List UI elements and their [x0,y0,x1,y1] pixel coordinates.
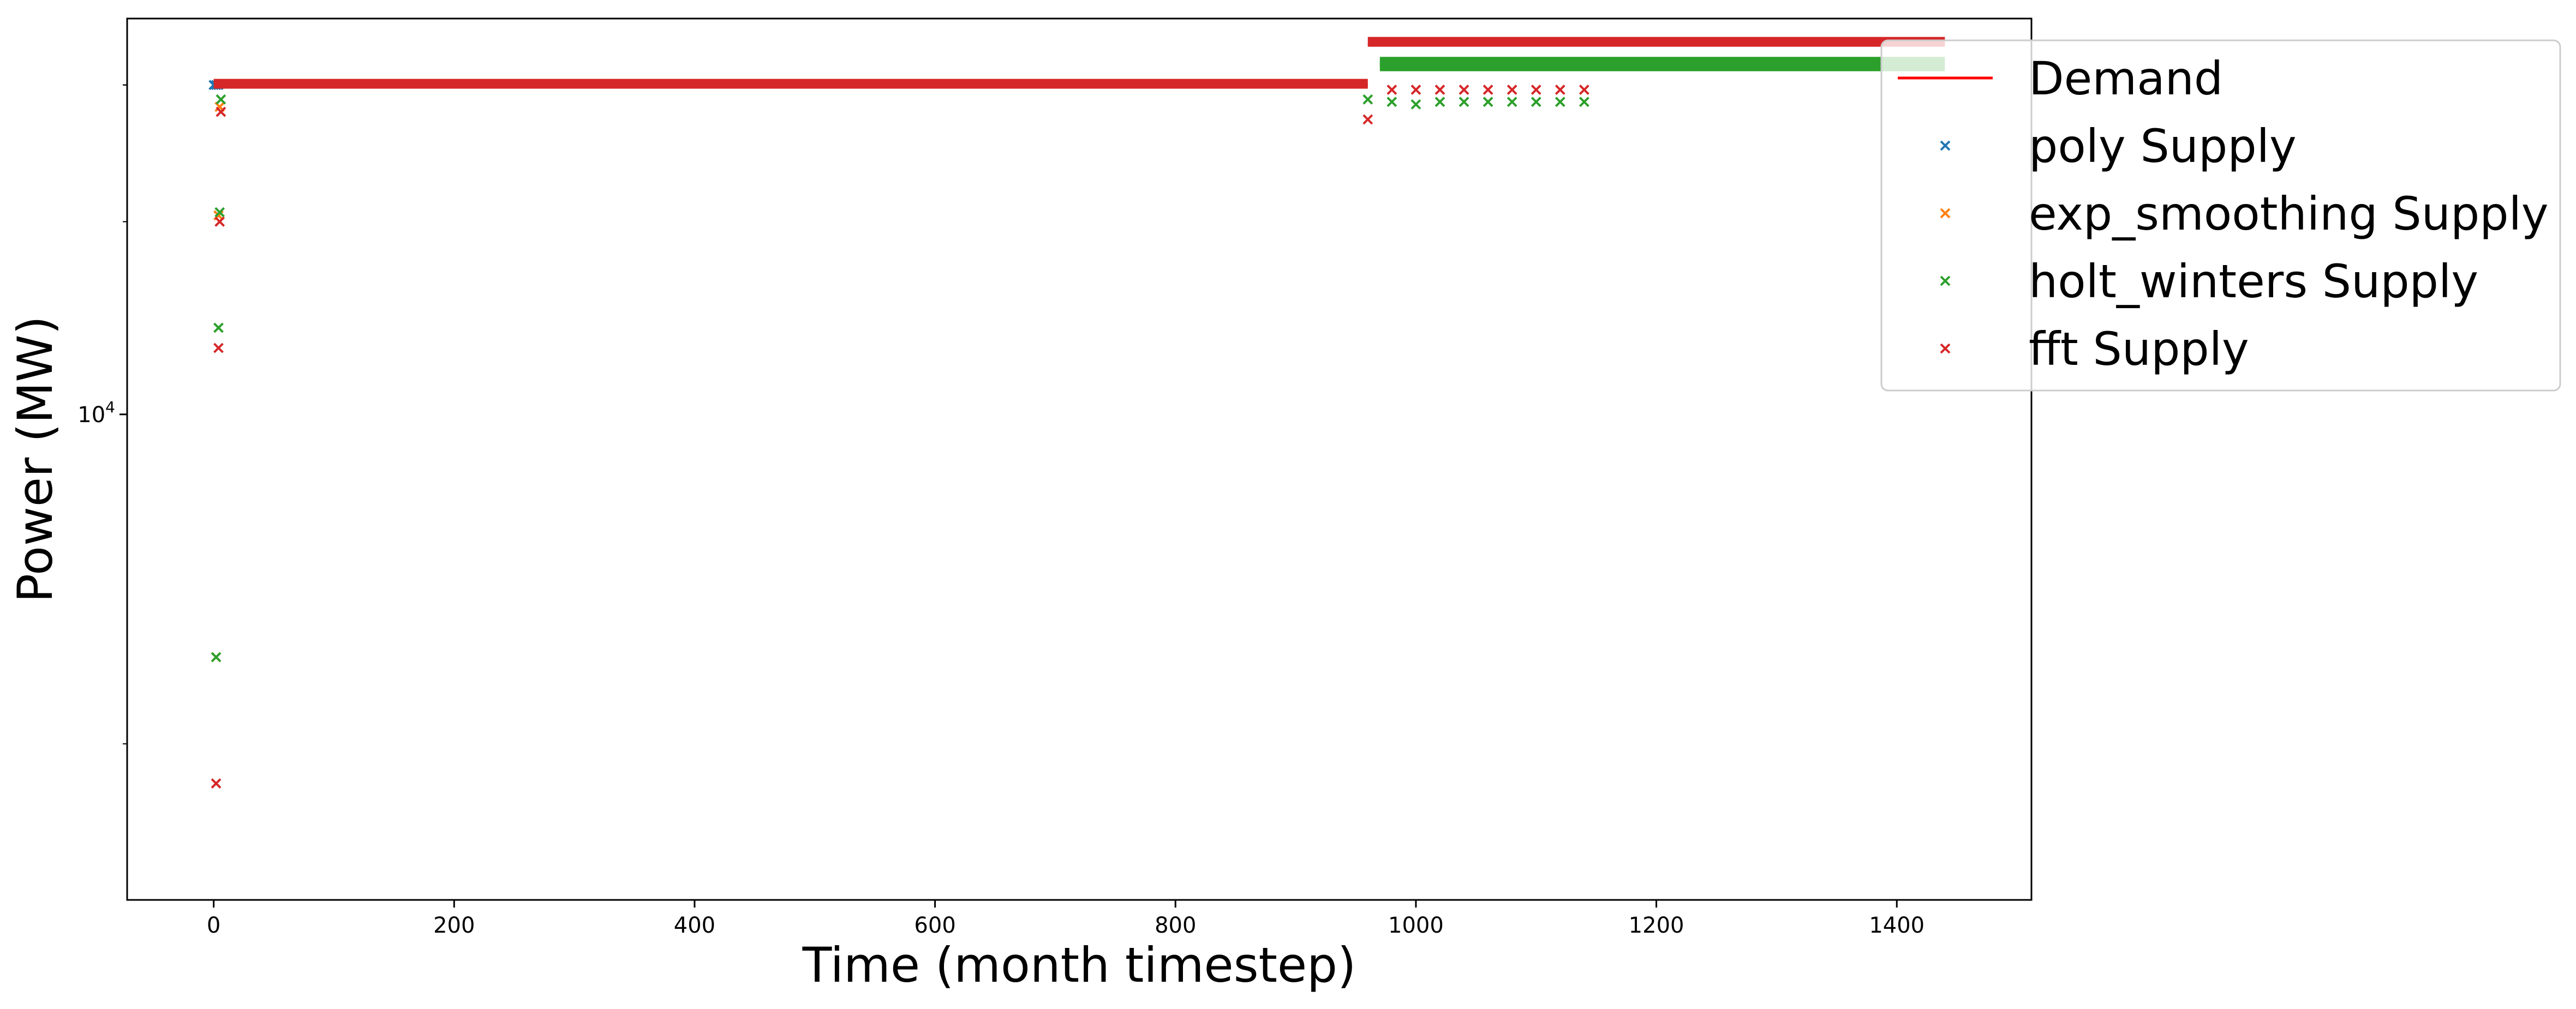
fft-supply-point [1507,85,1517,95]
x-tick-label: 1400 [1869,913,1924,938]
holt-winters-supply-dense-points [1379,57,1945,67]
legend-swatch-fft-supply [1940,343,1951,354]
x-tick-label: 200 [433,913,475,938]
holt-winters-supply-point [1435,97,1445,107]
x-tick-label: 800 [1155,913,1196,938]
holt-winters-supply-point [1362,94,1373,105]
legend-box [1880,39,2561,392]
fft-supply-point [1483,85,1493,95]
holt-winters-supply-point [1459,97,1469,107]
x-tick-label: 0 [207,913,220,938]
y-tick-label: 104 [77,398,115,428]
fft-supply-point [211,778,222,789]
plot-marks [208,37,1945,789]
legend-label-holt-winters-supply: holt_winters Supply [2029,255,2478,308]
x-axis: 0 200 400 600 800 1000 1200 1400 [207,900,1924,938]
legend-swatch-exp-smoothing-supply [1940,208,1951,219]
fft-supply-point [1435,85,1445,95]
legend-swatch-holt-winters-supply [1940,275,1951,286]
y-axis-label: Power (MW) [7,316,63,603]
holt-winters-supply-point [213,322,224,333]
holt-winters-supply-point [1410,99,1421,110]
holt-winters-supply-point [1483,97,1493,107]
fft-supply-point [1410,85,1421,95]
fft-supply-dense-points [1367,37,1945,47]
y-axis: 104 [77,84,127,744]
holt-winters-supply-point [1579,97,1589,107]
holt-winters-supply-point [214,207,225,218]
legend-swatch-poly-supply [1940,140,1951,151]
fft-supply-point [1459,85,1469,95]
fft-supply-point [1386,85,1397,95]
x-tick-label: 600 [914,913,955,938]
legend-label-demand: Demand [2029,52,2223,105]
plot-frame [126,17,2033,901]
holt-winters-supply-point [211,652,222,663]
fft-supply-point [214,217,225,227]
fft-supply-point [1555,85,1565,95]
holt-winters-supply-point [1386,97,1397,107]
legend-label-fft-supply: fft Supply [2029,322,2249,376]
holt-winters-supply-point [1531,97,1541,107]
fft-supply-point [1362,114,1373,125]
x-tick-label: 1000 [1388,913,1444,938]
x-axis-label: Time (month timestep) [802,937,1356,993]
fft-supply-point [213,343,224,353]
holt-winters-supply-point [216,94,226,105]
fft-supply-dense-points [213,79,1368,89]
fft-supply-point [216,106,226,117]
legend-label-exp-smoothing-supply: exp_smoothing Supply [2029,187,2549,241]
fft-supply-point [1579,85,1589,95]
legend: Demand poly Supply exp_smoothing Supply hol… [1880,39,2561,392]
fft-supply-point [1531,85,1541,95]
holt-winters-supply-point [1555,97,1565,107]
x-tick-label: 1200 [1629,913,1684,938]
holt-winters-supply-point [1507,97,1517,107]
x-tick-label: 400 [674,913,715,938]
legend-label-poly-supply: poly Supply [2029,119,2297,173]
